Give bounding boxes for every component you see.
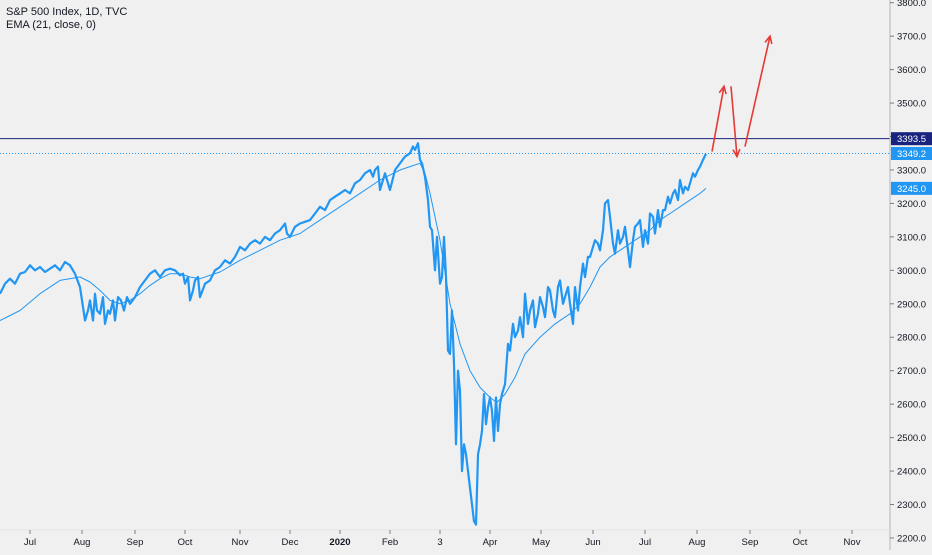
y-tick-label: 3300.0 <box>897 165 926 176</box>
y-tick-label: 2800.0 <box>897 333 926 344</box>
y-tick-label: 2900.0 <box>897 299 926 310</box>
y-tick-label: 3100.0 <box>897 232 926 243</box>
plot-area <box>0 34 890 526</box>
x-tick-label: Dec <box>282 537 299 548</box>
price-badge-ema <box>891 181 932 195</box>
x-tick-label: May <box>532 537 550 548</box>
ema-series-line <box>0 162 707 403</box>
y-tick-label: 3500.0 <box>897 99 926 110</box>
price-badges: 3393.5 3349.2 3245.0 <box>891 132 932 195</box>
price-axis[interactable]: 2200.0 2300.0 2400.0 2500.0 2600.0 2700.0 2800… <box>889 0 926 550</box>
y-tick-label: 2500.0 <box>897 433 926 444</box>
y-tick-label: 3800.0 <box>897 0 926 9</box>
y-tick-label: 2700.0 <box>897 366 926 377</box>
x-tick-label: Sep <box>742 537 759 548</box>
y-tick-label: 2300.0 <box>897 500 926 511</box>
chart-legend: S&P 500 Index, 1D, TVC EMA (21, close, 0… <box>6 6 127 32</box>
price-badge-resistance <box>891 132 932 146</box>
x-tick-label: Aug <box>74 537 91 548</box>
y-tick-label: 3600.0 <box>897 65 926 76</box>
y-tick-label: 2200.0 <box>897 533 926 544</box>
time-axis[interactable]: Jul Aug Sep Oct Nov Dec 2020 Feb 3 Apr May Jun Jul Au… <box>0 529 890 548</box>
x-tick-label: Jul <box>639 537 651 548</box>
price-badge-label: 3393.5 <box>897 134 926 145</box>
x-tick-label: Nov <box>232 537 249 548</box>
indicator-label[interactable]: EMA (21, close, 0) <box>6 19 96 31</box>
x-tick-label: Jun <box>585 537 600 548</box>
x-tick-label: 2020 <box>329 537 350 548</box>
x-tick-label: Nov <box>844 537 861 548</box>
forecast-arrow-head <box>718 84 727 95</box>
y-tick-label: 2600.0 <box>897 400 926 411</box>
price-badge-label: 3349.2 <box>897 149 926 160</box>
y-tick-label: 3700.0 <box>897 32 926 43</box>
x-tick-label: Sep <box>127 537 144 548</box>
price-badge-label: 3245.0 <box>897 184 926 195</box>
forecast-arrow <box>730 86 738 157</box>
forecast-arrow <box>711 86 725 152</box>
price-badge-current <box>891 147 932 161</box>
y-tick-label: 3000.0 <box>897 266 926 277</box>
x-tick-label: Aug <box>689 537 706 548</box>
x-tick-label: 3 <box>437 537 442 548</box>
y-tick-label: 3200.0 <box>897 199 926 210</box>
forecast-arrow-head <box>732 148 741 159</box>
x-tick-label: Feb <box>382 537 398 548</box>
x-tick-label: Jul <box>24 537 36 548</box>
x-tick-label: Apr <box>483 537 498 548</box>
forecast-arrow <box>744 35 771 147</box>
symbol-title[interactable]: S&P 500 Index, 1D, TVC <box>6 6 128 18</box>
y-tick-label: 2400.0 <box>897 467 926 478</box>
forecast-arrow-head <box>764 34 773 45</box>
x-tick-label: Oct <box>178 537 193 548</box>
x-tick-label: Oct <box>793 537 808 548</box>
